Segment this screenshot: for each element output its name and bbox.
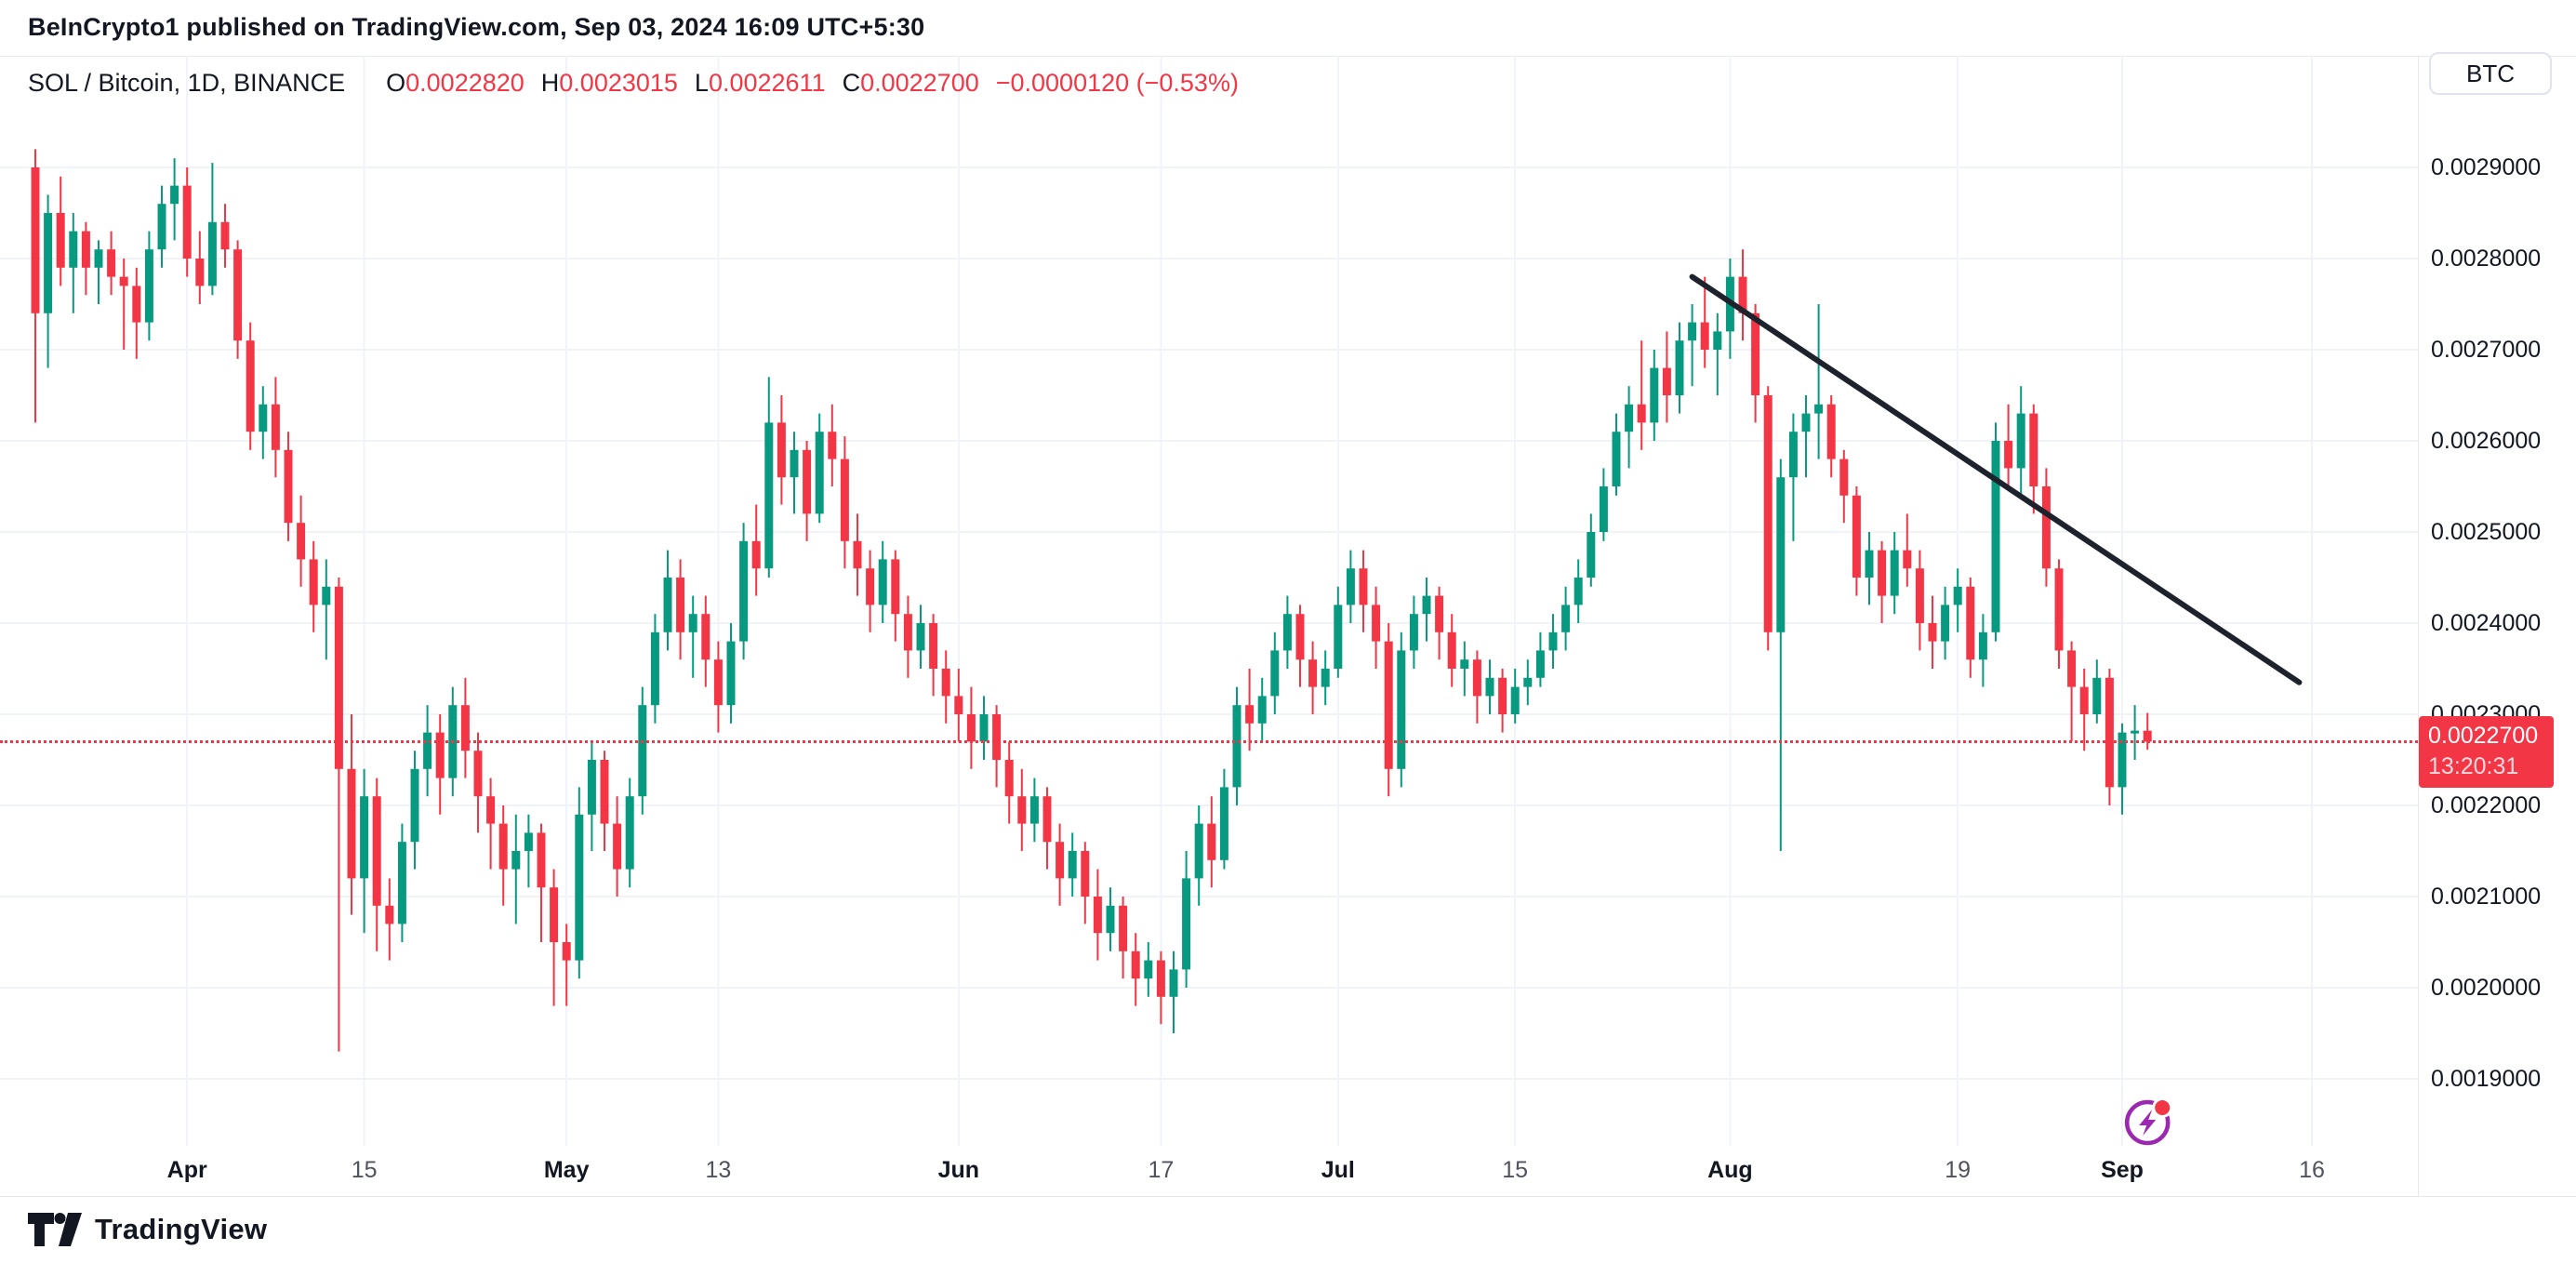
price-tick-label: 0.0022000	[2431, 792, 2542, 818]
last-price-label: 0.0022700 13:20:31	[2419, 716, 2554, 789]
time-tick-label: Jun	[937, 1157, 980, 1183]
time-tick-label: Jul	[1321, 1157, 1355, 1183]
symbol-description[interactable]: SOL / Bitcoin, 1D, BINANCE	[28, 69, 346, 97]
notification-dot	[2155, 1100, 2171, 1115]
header-divider	[0, 56, 2576, 57]
time-tick-label: 16	[2299, 1157, 2325, 1183]
time-tick-label: May	[543, 1157, 590, 1183]
high-value: 0.0023015	[559, 69, 678, 97]
footer: TradingView	[28, 1209, 267, 1250]
descending-trendline[interactable]	[1689, 273, 2303, 685]
time-tick-label: Apr	[166, 1157, 207, 1183]
price-tick-label: 0.0024000	[2431, 610, 2542, 636]
time-tick-label: 17	[1148, 1157, 1175, 1183]
low-label: L	[694, 69, 709, 97]
price-tick-label: 0.0028000	[2431, 246, 2542, 272]
change-value: −0.0000120 (−0.53%)	[995, 69, 1239, 97]
attribution-text: BeInCrypto1 published on TradingView.com…	[28, 13, 925, 41]
price-tick-label: 0.0019000	[2431, 1066, 2542, 1092]
symbol-legend: SOL / Bitcoin, 1D, BINANCE O0.0022820 H0.0…	[28, 69, 1239, 102]
tradingview-logo-icon[interactable]	[28, 1213, 82, 1246]
low-value: 0.0022611	[708, 69, 826, 97]
price-tick-label: 0.0021000	[2431, 884, 2542, 910]
time-tick-label: Aug	[1707, 1157, 1753, 1183]
last-price-value: 0.0022700	[2428, 723, 2539, 750]
price-tick-label: 0.0029000	[2431, 154, 2542, 180]
lightning-event-icon[interactable]	[2124, 1097, 2173, 1146]
open-value: 0.0022820	[405, 69, 524, 97]
time-tick-label: Sep	[2101, 1157, 2144, 1183]
price-tick-label: 0.0026000	[2431, 428, 2542, 454]
price-axis-divider	[2418, 56, 2419, 1196]
close-value: 0.0022700	[860, 69, 979, 97]
open-label: O	[386, 69, 406, 97]
last-price-line	[0, 740, 2418, 744]
price-tick-label: 0.0020000	[2431, 975, 2542, 1001]
time-tick-label: 19	[1945, 1157, 1972, 1183]
price-tick-label: 0.0025000	[2431, 519, 2542, 545]
time-tick-label: 13	[705, 1157, 732, 1183]
tradingview-logo-text: TradingView	[95, 1213, 268, 1245]
bar-countdown: 13:20:31	[2428, 753, 2519, 780]
footer-divider	[0, 1196, 2576, 1197]
attribution-bar: BeInCrypto1 published on TradingView.com…	[0, 0, 2576, 56]
price-tick-label: 0.0027000	[2431, 337, 2542, 363]
time-tick-label: 15	[1502, 1157, 1529, 1183]
time-tick-label: 15	[351, 1157, 378, 1183]
candlestick-series	[31, 149, 2152, 1052]
high-label: H	[540, 69, 560, 97]
close-label: C	[842, 69, 861, 97]
currency-toggle-button[interactable]: BTC	[2429, 52, 2552, 95]
